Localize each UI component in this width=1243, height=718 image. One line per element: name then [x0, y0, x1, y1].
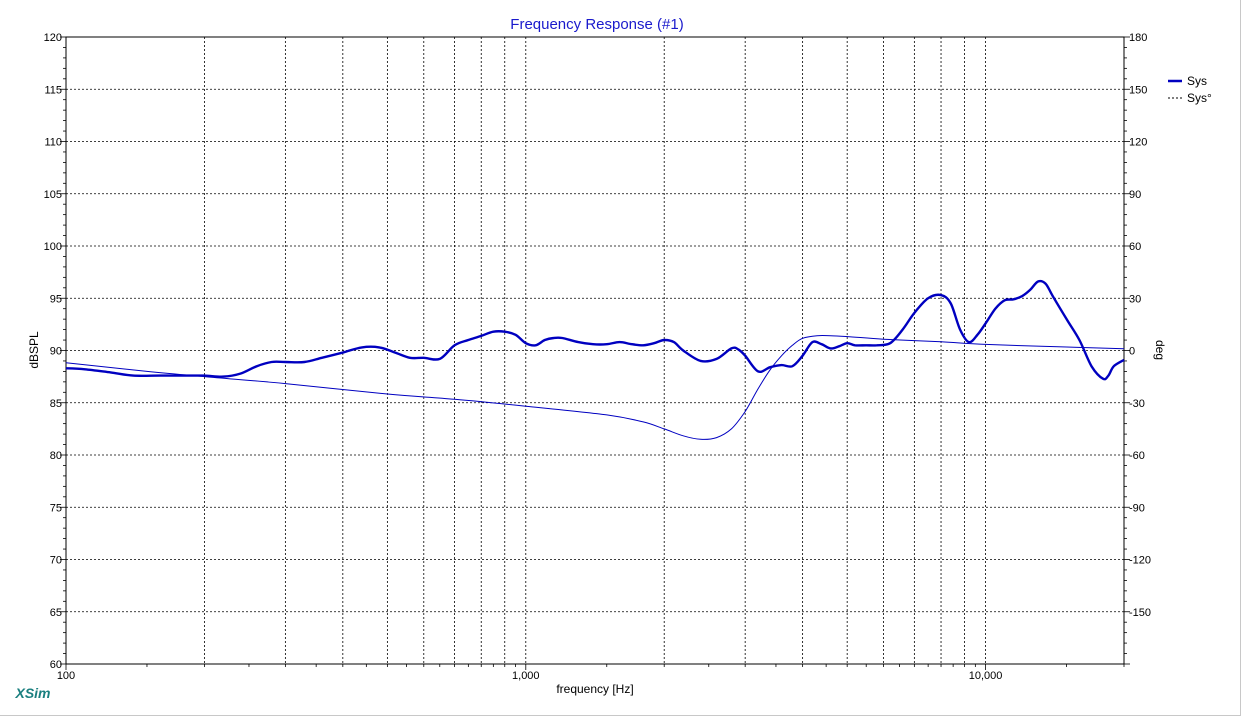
y2-tick-label: -120 [1129, 555, 1151, 567]
x-tick-label: 10,000 [969, 670, 1003, 682]
grid-lines [66, 37, 1124, 664]
chart-title: Frequency Response (#1) [510, 16, 683, 33]
y-tick-label: 105 [44, 189, 62, 201]
series-lines [65, 279, 1125, 440]
legend-label-sys-phase: Sys° [1187, 91, 1212, 105]
y-tick-label: 120 [44, 32, 62, 44]
axis-ticks [60, 36, 1130, 670]
y2-tick-label: 0 [1129, 346, 1135, 358]
x-tick-label: 1,000 [512, 670, 540, 682]
y-tick-label: 95 [50, 293, 62, 305]
x-axis-label: frequency [Hz] [556, 682, 633, 696]
x-tick-label: 100 [57, 670, 75, 682]
y-tick-label: 110 [44, 137, 62, 149]
y-tick-label: 60 [50, 659, 62, 671]
y2-tick-label: -30 [1129, 398, 1145, 410]
y2-tick-label: 30 [1129, 293, 1141, 305]
y-tick-label: 100 [44, 241, 62, 253]
series-line-sys [65, 279, 1125, 381]
y2-tick-label: 120 [1129, 137, 1147, 149]
y-tick-label: 90 [50, 346, 62, 358]
legend: Sys Sys° [1168, 74, 1212, 105]
y-axis-label: dBSPL [27, 331, 41, 369]
y2-axis-label: deg [1153, 340, 1167, 360]
y2-tick-label: 90 [1129, 189, 1141, 201]
y2-tick-label: 180 [1129, 32, 1147, 44]
y-tick-label: 70 [50, 555, 62, 567]
y-tick-label: 85 [50, 398, 62, 410]
y-tick-label: 115 [44, 84, 62, 96]
y2-tick-label: -60 [1129, 450, 1145, 462]
y-tick-label: 80 [50, 450, 62, 462]
legend-label-sys: Sys [1187, 74, 1207, 88]
y-tick-label: 75 [50, 502, 62, 514]
y2-tick-label: -150 [1129, 607, 1151, 619]
y2-tick-label: -90 [1129, 502, 1145, 514]
left-axis-tick-labels: 60 65 70 75 80 85 90 95 100 105 110 115 120 [44, 32, 62, 671]
series-line-sys-phase [65, 334, 1125, 440]
x-axis-tick-labels: 100 1,000 10,000 [57, 670, 1003, 682]
y2-tick-label: 150 [1129, 84, 1147, 96]
y-tick-label: 65 [50, 607, 62, 619]
right-axis-tick-labels: -150 -120 -90 -60 -30 0 30 60 90 120 150 180 [1129, 32, 1151, 619]
y2-tick-label: 60 [1129, 241, 1141, 253]
xsim-watermark: XSim [14, 685, 50, 701]
